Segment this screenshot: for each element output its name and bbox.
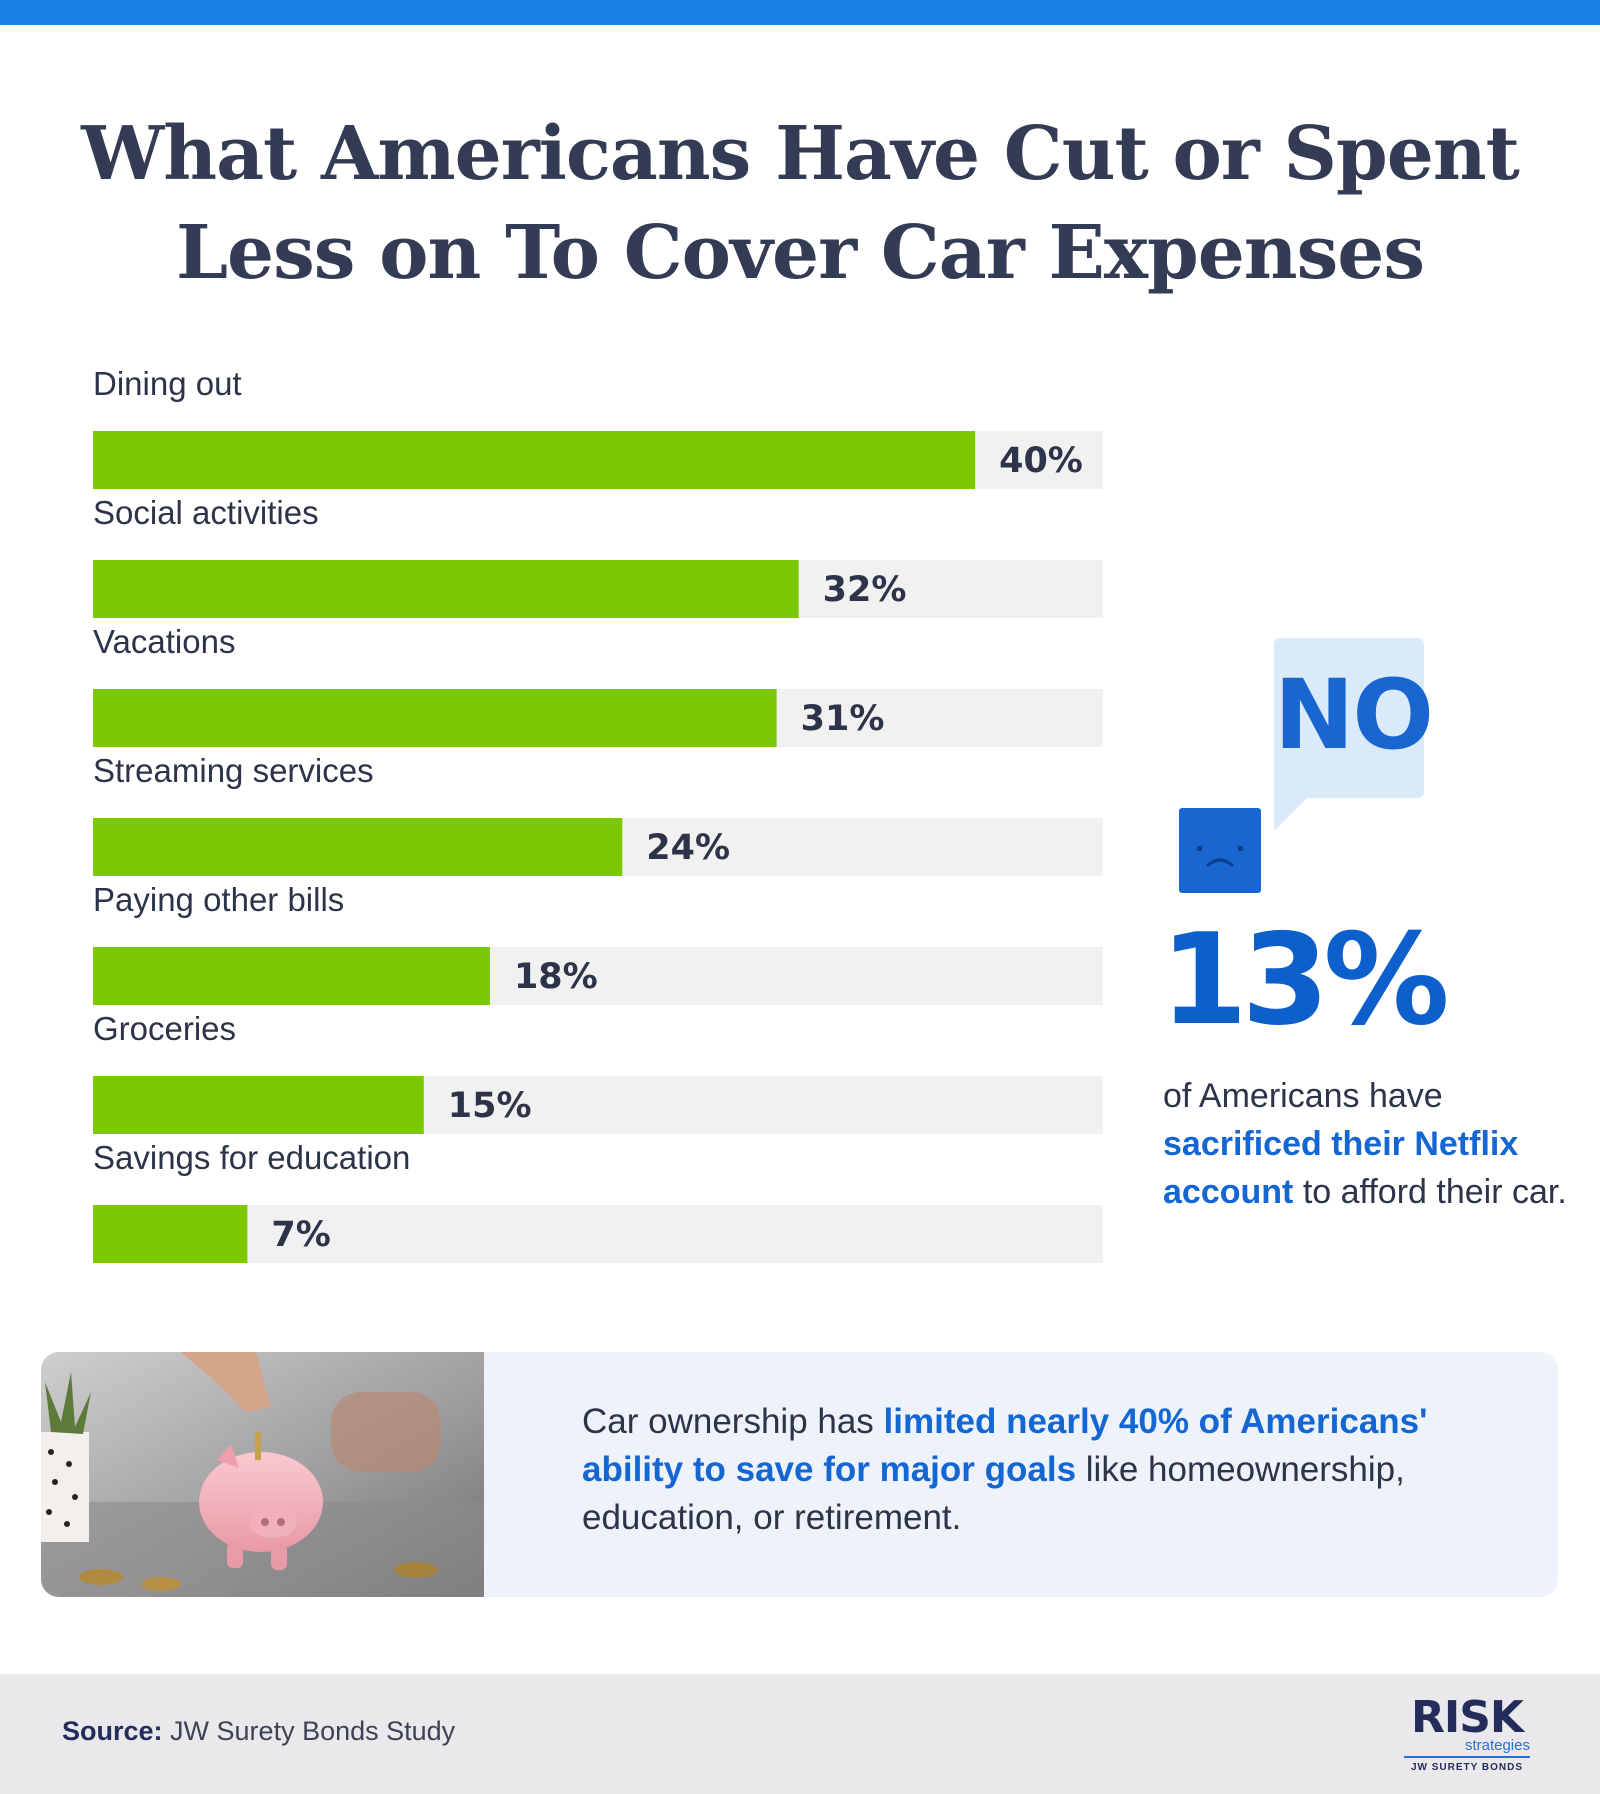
source-label: Source:	[62, 1716, 163, 1746]
category-label: Savings for education	[93, 1139, 410, 1176]
bar-track	[93, 1205, 1103, 1263]
category-label: Groceries	[93, 1010, 236, 1047]
title-line-2: Less on To Cover Car Expenses	[175, 210, 1425, 296]
category-label: Paying other bills	[93, 881, 344, 918]
source-line: Source: JW Surety Bonds Study	[62, 1716, 455, 1747]
footer: Source: JW Surety Bonds Study RISK strat…	[0, 1674, 1600, 1794]
category-label: Dining out	[93, 365, 242, 402]
stat-text-after: to afford their car.	[1302, 1173, 1567, 1211]
source-text: JW Surety Bonds Study	[170, 1716, 456, 1746]
panel-description: Car ownership has limited nearly 40% of …	[582, 1398, 1482, 1542]
bar	[93, 689, 777, 747]
bar	[93, 818, 623, 876]
panel-text-after: like homeownership, education, or retire…	[582, 1450, 1405, 1537]
logo-sub: strategies	[1464, 1737, 1530, 1754]
bar	[93, 1076, 424, 1134]
bar	[93, 1205, 248, 1263]
logo-tag: JW SURETY BONDS	[1410, 1762, 1524, 1773]
value-label: 15%	[448, 1086, 532, 1126]
panel-highlight: limited nearly 40% of Americans' ability…	[582, 1402, 1428, 1489]
stat-percent: 13%	[1160, 906, 1450, 1053]
speech-bubble-tail	[1274, 795, 1310, 831]
value-label: 40%	[999, 441, 1083, 481]
logo-word: RISK	[1410, 1692, 1524, 1743]
bar	[93, 947, 490, 1005]
bar-chart: Dining out 40% Social activities 32% Vacatio…	[93, 365, 1103, 1263]
panel-text-before: Car ownership has	[582, 1402, 874, 1441]
value-label: 24%	[646, 828, 730, 868]
bubble-text: NO	[1274, 659, 1434, 771]
value-label: 31%	[801, 699, 885, 739]
bar	[93, 560, 799, 618]
stat-text-before: of Americans have	[1163, 1077, 1443, 1115]
logo-rule	[1404, 1756, 1530, 1758]
stat-highlight: sacrificed their Netflix account	[1163, 1125, 1519, 1211]
value-label: 18%	[514, 957, 598, 997]
category-label: Streaming services	[93, 752, 374, 789]
sad-face-icon	[1179, 808, 1261, 893]
info-panel: Car ownership has limited nearly 40% of …	[41, 1352, 1558, 1597]
risk-strategies-logo: RISK strategies JW SURETY BONDS	[1404, 1694, 1530, 1778]
stat-description: of Americans have sacrificed their Netfl…	[1163, 1072, 1583, 1216]
title-line-1: What Americans Have Cut or Spent	[81, 111, 1520, 197]
category-label: Vacations	[93, 623, 235, 660]
value-label: 7%	[271, 1215, 330, 1255]
category-label: Social activities	[93, 494, 319, 531]
speech-bubble	[1274, 638, 1424, 798]
bar	[93, 431, 976, 489]
piggy-bank-photo	[41, 1352, 484, 1597]
page-title: What Americans Have Cut or Spent Less on…	[0, 105, 1600, 303]
top-stripe	[0, 0, 1600, 25]
value-label: 32%	[823, 570, 907, 610]
